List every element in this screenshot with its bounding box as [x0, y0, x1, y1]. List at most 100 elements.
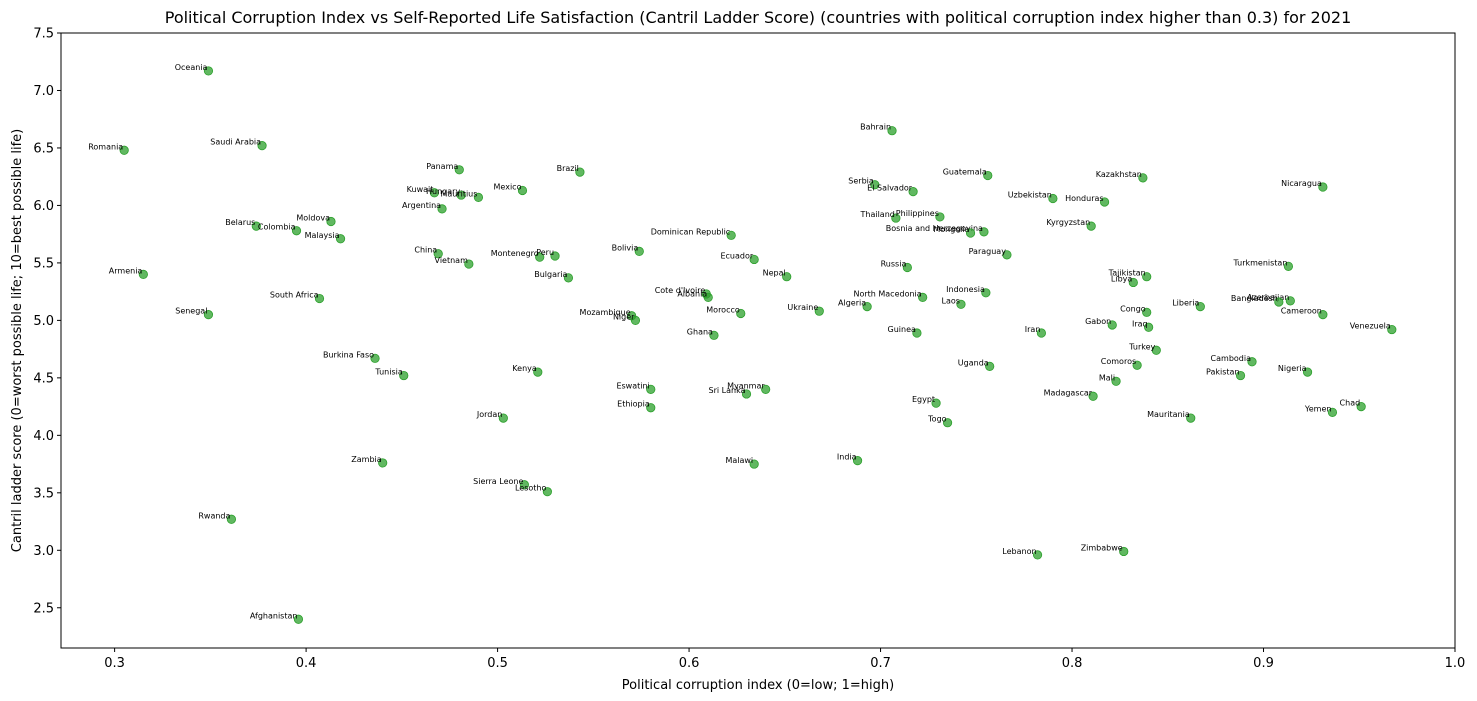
data-point-label: Brazil [557, 164, 579, 173]
data-point: Chad [1340, 399, 1366, 412]
axis-ticks: 0.3 0.4 0.5 0.6 0.7 0.8 0.9 1.0 2.5 3.0 3.5 4.0 4.5 5… [33, 27, 1465, 672]
data-point-label: Lebanon [1002, 547, 1036, 556]
data-point-marker [761, 384, 771, 394]
data-point: Saudi Arabia [210, 138, 267, 151]
data-point: Panama [426, 162, 464, 175]
data-point-label: Madagascar [1044, 388, 1093, 397]
data-point-marker [535, 252, 545, 262]
data-point: Azerbaijan [1247, 293, 1295, 306]
x-tick-label: 0.8 [1062, 656, 1083, 671]
data-point-label: Mali [1099, 373, 1115, 382]
data-point-marker [1283, 261, 1294, 271]
data-point: Gabon [1085, 317, 1117, 330]
data-point-label: Laos [942, 296, 960, 305]
data-point-marker [703, 292, 713, 302]
data-point: Ecuador [720, 251, 759, 265]
data-point-label: Zambia [351, 455, 381, 464]
data-point-marker [563, 273, 574, 283]
y-tick-label: 5.0 [33, 314, 54, 329]
data-point: Ghana [687, 327, 719, 340]
data-point-marker [498, 413, 508, 423]
data-point-label: Pakistan [1206, 368, 1240, 377]
data-point-label: Hungary [426, 187, 460, 196]
data-point: Belarus [225, 218, 261, 231]
data-point: Kuwait [407, 185, 439, 198]
data-point: Nicaragua [1281, 179, 1328, 192]
data-point-label: Uzbekistan [1008, 191, 1052, 200]
data-point: Morocco [706, 305, 746, 319]
data-point-label: Iraq [1132, 319, 1148, 328]
data-point-marker [138, 269, 148, 280]
data-point: Venezuela [1350, 322, 1397, 335]
data-point-label: Ecuador [720, 251, 753, 260]
data-point: Mali [1099, 373, 1121, 386]
data-point-marker [1119, 546, 1129, 557]
data-point-marker [646, 403, 656, 413]
data-point-marker [1099, 197, 1110, 207]
data-point-label: Mozambique [580, 308, 631, 317]
data-point-label: Comoros [1101, 357, 1136, 366]
data-point-marker [1138, 173, 1148, 183]
chart-title: Political Corruption Index vs Self-Repor… [165, 8, 1352, 27]
data-point-marker [1151, 345, 1161, 355]
data-point: Russia [881, 260, 912, 273]
data-point-label: Sri Lanka [709, 386, 746, 395]
data-point-label: Tajikistan [1108, 269, 1146, 278]
data-point-marker [1128, 277, 1138, 288]
y-tick-label: 7.5 [33, 27, 54, 42]
data-point-label: Ethiopia [617, 400, 650, 409]
data-point: Mongolia [933, 225, 976, 238]
data-point-label: Tunisia [374, 368, 402, 377]
data-point-label: Cameroon [1281, 307, 1322, 316]
x-tick-label: 0.7 [870, 656, 891, 671]
data-point: Bolivia [612, 243, 644, 257]
data-point-label: Azerbaijan [1247, 293, 1289, 302]
data-point-marker [646, 384, 656, 394]
x-tick-label: 0.5 [487, 656, 508, 671]
data-point-label: Moldova [296, 214, 330, 223]
data-point-label: Paraguay [969, 247, 1007, 256]
data-point-label: Yemen [1304, 404, 1332, 413]
data-point-label: Colombia [258, 223, 296, 232]
data-point: Peru [536, 248, 560, 261]
data-point: Uzbekistan [1008, 191, 1058, 204]
data-point: Bulgaria [534, 270, 574, 283]
data-point-marker [814, 306, 824, 316]
data-point-label: Malawi [725, 456, 753, 465]
data-point-label: Rwanda [198, 511, 230, 520]
data-point-marker [870, 180, 880, 190]
data-point-marker [1048, 193, 1058, 204]
data-point-marker [1387, 324, 1397, 335]
data-point: Nigeria [1278, 364, 1313, 377]
data-point-label: Venezuela [1350, 322, 1391, 331]
data-point: Philippines [896, 209, 945, 222]
x-tick-label: 0.4 [296, 656, 317, 671]
data-point-marker [736, 308, 746, 319]
data-point-marker [1086, 221, 1096, 231]
data-point-marker [550, 251, 560, 261]
data-point: Libya [1111, 274, 1138, 288]
data-point-label: Indonesia [946, 285, 985, 294]
data-point-label: Cambodia [1211, 354, 1252, 363]
data-point: Niger [613, 312, 641, 325]
data-point-label: China [414, 246, 437, 255]
data-point: Liberia [1172, 299, 1205, 312]
data-point-marker [378, 458, 388, 468]
data-point: Brazil [557, 164, 585, 177]
data-point-marker [1318, 182, 1328, 192]
data-point-label: Liberia [1172, 299, 1199, 308]
y-tick-label: 4.5 [33, 371, 54, 386]
data-point-marker [1142, 272, 1152, 282]
data-point: Ukraine [787, 303, 824, 316]
data-point-label: Mongolia [933, 225, 969, 234]
data-point: Rwanda [198, 511, 237, 524]
data-point-label: Eswatini [616, 381, 649, 390]
y-tick-label: 3.5 [33, 486, 54, 501]
data-point-label: Armenia [109, 266, 143, 275]
data-point-label: Romania [88, 142, 123, 151]
data-point-marker [429, 188, 439, 198]
data-point-marker [918, 292, 928, 302]
x-tick-label: 1.0 [1445, 656, 1466, 671]
data-point: Lebanon [1002, 547, 1043, 560]
